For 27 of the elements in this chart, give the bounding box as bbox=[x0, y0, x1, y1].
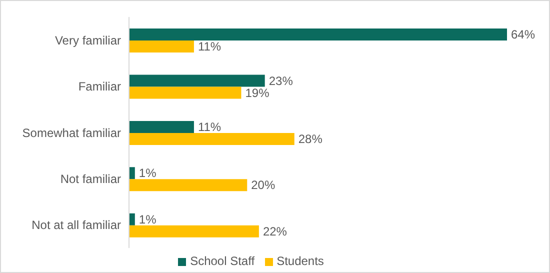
y-tick-label: Very familiar bbox=[54, 33, 121, 48]
bar bbox=[129, 213, 135, 226]
y-tick-label: Familiar bbox=[78, 80, 121, 94]
data-label: 1% bbox=[138, 212, 157, 226]
bar bbox=[129, 74, 265, 87]
y-tick-label: Somewhat familiar bbox=[22, 126, 121, 140]
bar bbox=[129, 132, 294, 145]
data-label: 28% bbox=[298, 132, 323, 146]
bar bbox=[129, 225, 259, 238]
data-label: 20% bbox=[251, 178, 276, 192]
bar bbox=[129, 28, 507, 41]
y-tick-label: Not familiar bbox=[60, 172, 121, 186]
bar bbox=[129, 120, 194, 133]
data-label: 23% bbox=[268, 74, 294, 88]
data-label: 11% bbox=[198, 40, 222, 54]
legend-label: School Staff bbox=[190, 254, 255, 268]
legend-label: Students bbox=[276, 254, 324, 268]
bar bbox=[129, 179, 248, 192]
bar bbox=[129, 86, 242, 99]
data-label: 64% bbox=[511, 28, 536, 42]
y-tick-label: Not at all familiar bbox=[32, 218, 121, 232]
bar bbox=[129, 40, 194, 53]
data-label: 22% bbox=[262, 224, 288, 238]
data-label: 19% bbox=[245, 86, 270, 100]
bar bbox=[129, 167, 135, 180]
data-label: 11% bbox=[198, 120, 222, 134]
data-label: 1% bbox=[138, 166, 157, 180]
